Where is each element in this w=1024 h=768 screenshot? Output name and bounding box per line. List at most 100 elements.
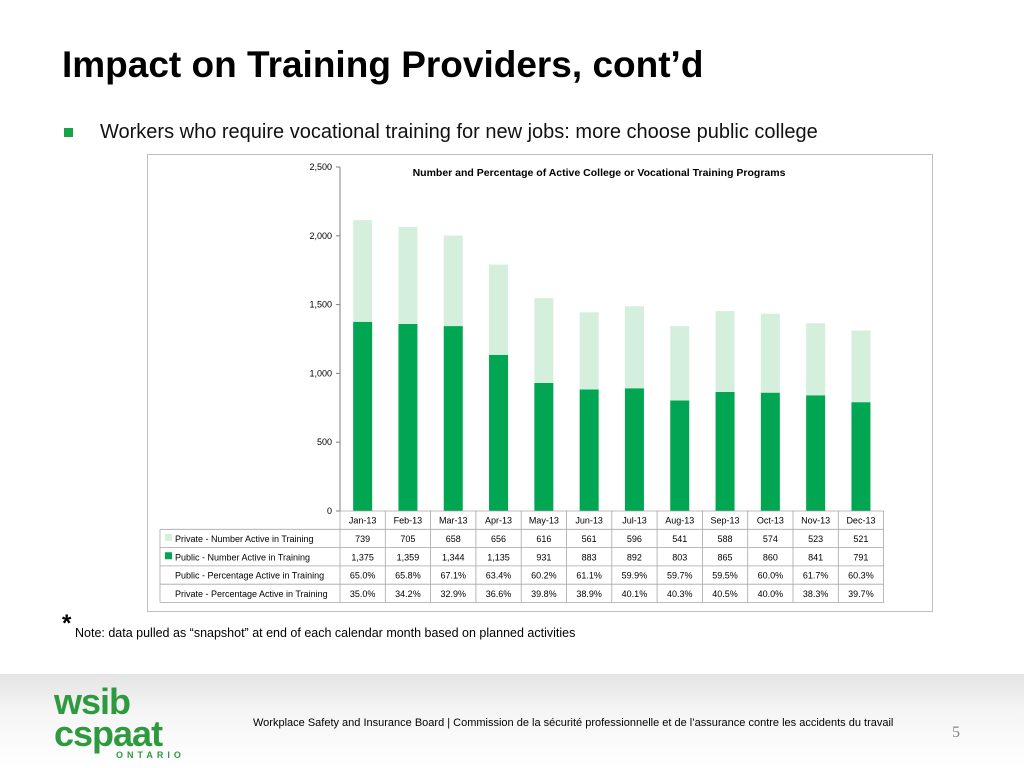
table-cell: 59.9% (622, 571, 648, 581)
x-category-label: May-13 (529, 516, 559, 526)
bar-private (534, 298, 554, 383)
table-cell: 67.1% (440, 571, 466, 581)
x-category-label: Jun-13 (575, 516, 603, 526)
bar-private (353, 220, 373, 322)
page-number: 5 (952, 724, 960, 741)
wsib-cspaat-logo: wsib cspaat ONTARIO (53, 684, 185, 760)
bar-public (760, 392, 780, 511)
table-row-label: Private - Percentage Active in Training (175, 589, 328, 599)
bar-private (851, 330, 871, 403)
bar-public (624, 388, 644, 511)
bar-public (443, 326, 463, 511)
y-tick-label: 1,500 (309, 300, 332, 310)
table-cell: 61.7% (803, 571, 829, 581)
x-category-label: Sep-13 (711, 516, 740, 526)
table-cell: 65.0% (350, 571, 376, 581)
bar-public (715, 391, 735, 511)
bar-public (579, 389, 599, 511)
table-cell: 521 (853, 534, 868, 544)
table-cell: 35.0% (350, 589, 376, 599)
legend-swatch (165, 533, 172, 541)
x-category-label: Jul-13 (622, 516, 647, 526)
table-cell: 860 (763, 552, 778, 562)
table-row-label: Private - Number Active in Training (175, 534, 314, 544)
table-cell: 561 (582, 534, 597, 544)
slide-title: Impact on Training Providers, cont’d (62, 44, 704, 85)
table-cell: 59.7% (667, 571, 693, 581)
table-cell: 1,344 (442, 552, 465, 562)
table-cell: 656 (491, 534, 506, 544)
bullet-square-icon (64, 128, 73, 137)
table-cell: 596 (627, 534, 642, 544)
y-tick-label: 2,500 (309, 162, 332, 172)
table-cell: 892 (627, 552, 642, 562)
x-category-label: Nov-13 (801, 516, 830, 526)
bar-private (760, 313, 780, 393)
table-cell: 658 (446, 534, 461, 544)
table-cell: 883 (582, 552, 597, 562)
table-cell: 63.4% (486, 571, 512, 581)
bar-public (353, 321, 373, 511)
table-cell: 541 (672, 534, 687, 544)
bar-private (715, 311, 735, 392)
logo-wsib-text: wsib (53, 684, 130, 722)
table-cell: 32.9% (440, 589, 466, 599)
bar-public (851, 402, 871, 511)
table-cell: 60.3% (848, 571, 874, 581)
logo-ontario-text: ONTARIO (116, 750, 185, 760)
bar-public (670, 400, 690, 511)
table-cell: 523 (808, 534, 823, 544)
table-cell: 40.0% (758, 589, 784, 599)
bar-private (624, 306, 644, 389)
table-cell: 40.1% (622, 589, 648, 599)
table-cell: 1,135 (487, 552, 510, 562)
x-category-label: Oct-13 (757, 516, 784, 526)
bar-private (670, 326, 690, 401)
table-cell: 1,375 (351, 552, 374, 562)
table-cell: 39.8% (531, 589, 557, 599)
table-cell: 59.5% (712, 571, 738, 581)
y-tick-label: 2,000 (309, 231, 332, 241)
table-cell: 61.1% (576, 571, 602, 581)
table-cell: 1,359 (397, 552, 420, 562)
table-cell: 34.2% (395, 589, 421, 599)
y-tick-label: 500 (317, 437, 332, 447)
bar-private (806, 323, 826, 396)
table-cell: 739 (355, 534, 370, 544)
bar-public (398, 324, 418, 511)
table-cell: 616 (536, 534, 551, 544)
logo-cspaat-text: cspaat (54, 713, 163, 754)
y-tick-label: 1,000 (309, 368, 332, 378)
table-cell: 803 (672, 552, 687, 562)
bar-private (489, 264, 509, 355)
x-category-label: Feb-13 (394, 516, 423, 526)
table-cell: 588 (718, 534, 733, 544)
table-row-label: Public - Percentage Active in Training (175, 571, 324, 581)
x-category-label: Jan-13 (349, 516, 377, 526)
y-tick-label: 0 (327, 506, 332, 516)
footer-band (0, 674, 1024, 768)
table-cell: 791 (853, 552, 868, 562)
table-cell: 65.8% (395, 571, 421, 581)
table-cell: 865 (718, 552, 733, 562)
table-cell: 38.3% (803, 589, 829, 599)
bar-public (489, 354, 509, 511)
table-cell: 931 (536, 552, 551, 562)
x-category-label: Aug-13 (665, 516, 694, 526)
legend-swatch (165, 552, 172, 560)
table-cell: 36.6% (486, 589, 512, 599)
x-category-label: Dec-13 (846, 516, 875, 526)
table-cell: 60.2% (531, 571, 557, 581)
note-asterisk: * (62, 610, 72, 637)
table-row-label: Public - Number Active in Training (175, 552, 310, 562)
bar-private (398, 226, 418, 325)
chart-title: Number and Percentage of Active College … (413, 167, 786, 179)
x-category-label: Apr-13 (485, 516, 512, 526)
table-cell: 60.0% (758, 571, 784, 581)
stacked-bar-chart: Number and Percentage of Active College … (159, 162, 884, 603)
bar-private (579, 312, 599, 390)
chart-note: Note: data pulled as “snapshot” at end o… (75, 626, 576, 640)
table-cell: 40.5% (712, 589, 738, 599)
bar-public (806, 395, 826, 511)
footer-organization-text: Workplace Safety and Insurance Board | C… (253, 717, 894, 729)
